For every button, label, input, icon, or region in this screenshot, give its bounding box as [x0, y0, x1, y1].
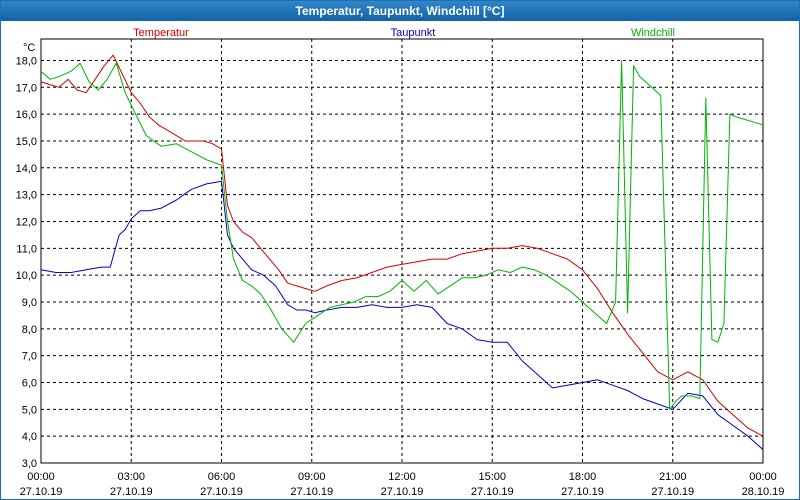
y-tick-label: 16,0: [16, 109, 37, 121]
y-tick-label: 12,0: [16, 216, 37, 228]
y-tick-label: 17,0: [16, 82, 37, 94]
x-tick-time: 09:00: [298, 471, 326, 483]
legend-windchill: Windchill: [631, 27, 675, 39]
y-tick-label: 4,0: [22, 431, 37, 443]
x-tick-time: 00:00: [749, 471, 777, 483]
window-title: Temperatur, Taupunkt, Windchill [°C]: [1, 1, 799, 21]
plot-frame: [40, 38, 764, 464]
x-tick-date: 27.10.19: [110, 486, 153, 498]
legend-temperatur: Temperatur: [133, 27, 189, 39]
y-tick-label: 3,0: [22, 458, 37, 470]
x-tick-time: 00:00: [27, 471, 55, 483]
x-tick-time: 15:00: [478, 471, 506, 483]
x-tick-date: 27.10.19: [651, 486, 694, 498]
y-tick-label: 5,0: [22, 404, 37, 416]
x-tick-date: 28.10.19: [742, 486, 785, 498]
y-axis-unit: °C: [23, 42, 35, 54]
x-tick-time: 06:00: [208, 471, 236, 483]
y-tick-label: 14,0: [16, 163, 37, 175]
y-tick-label: 13,0: [16, 190, 37, 202]
y-tick-label: 11,0: [16, 243, 37, 255]
x-tick-date: 27.10.19: [290, 486, 333, 498]
x-tick-date: 27.10.19: [20, 486, 63, 498]
y-tick-label: 6,0: [22, 377, 37, 389]
x-tick-time: 18:00: [569, 471, 597, 483]
y-tick-label: 8,0: [22, 324, 37, 336]
x-tick-time: 12:00: [388, 471, 416, 483]
y-tick-label: 9,0: [22, 297, 37, 309]
x-tick-date: 27.10.19: [381, 486, 424, 498]
series-line-temperatur: [40, 54, 764, 437]
series-line-taupunkt: [40, 180, 764, 450]
y-tick-label: 10,0: [16, 270, 37, 282]
x-tick-time: 03:00: [117, 471, 145, 483]
x-tick-date: 27.10.19: [561, 486, 604, 498]
x-tick-time: 21:00: [659, 471, 687, 483]
y-tick-label: 7,0: [22, 351, 37, 363]
x-tick-date: 27.10.19: [200, 486, 243, 498]
y-tick-label: 18,0: [16, 55, 37, 67]
series-line-windchill: [40, 60, 764, 410]
x-tick-date: 27.10.19: [471, 486, 514, 498]
legend-taupunkt: Taupunkt: [391, 27, 436, 39]
y-tick-label: 15,0: [16, 136, 37, 148]
